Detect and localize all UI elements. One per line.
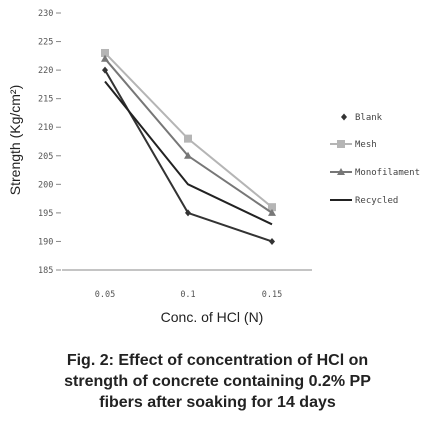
- data-point-triangle: [337, 168, 345, 175]
- y-tick-label: 225: [38, 38, 53, 48]
- legend-item: Monofilament: [330, 168, 420, 178]
- x-tick-label: 0.1: [180, 290, 195, 300]
- y-tick-label: 215: [38, 95, 53, 105]
- data-point-triangle: [268, 208, 276, 216]
- y-tick-label: 220: [38, 66, 53, 76]
- legend-label: Blank: [355, 113, 383, 123]
- legend-label: Mesh: [355, 140, 377, 150]
- data-point-diamond: [341, 113, 347, 121]
- series-mesh: [101, 48, 276, 212]
- caption-line-3: fibers after soaking for 14 days: [99, 394, 336, 411]
- caption-line-1: Fig. 2: Effect of concentration of HCl o…: [66, 352, 369, 369]
- caption-line-2: strength of concrete containing 0.2% PP: [64, 373, 371, 390]
- legend-item: Recycled: [330, 196, 398, 206]
- y-tick-label: 185: [38, 266, 53, 276]
- data-point-triangle: [184, 151, 192, 159]
- legend-item: Blank: [341, 113, 383, 123]
- data-point-square: [268, 203, 276, 212]
- data-point-diamond: [102, 66, 108, 74]
- y-axis-label: Strength (Kg/cm²): [7, 85, 23, 195]
- x-tick-label: 0.05: [95, 290, 115, 300]
- data-point-triangle: [101, 54, 109, 62]
- data-point-diamond: [269, 237, 275, 245]
- x-tick-label: 0.15: [262, 290, 282, 300]
- data-point-square: [337, 140, 345, 148]
- data-point-diamond: [185, 209, 191, 217]
- data-point-square: [101, 48, 109, 57]
- figure-caption: Fig. 2: Effect of concentration of HCl o…: [0, 350, 435, 413]
- y-tick-label: 210: [38, 123, 53, 133]
- series-recycled: [104, 80, 273, 226]
- legend-label: Monofilament: [355, 168, 420, 178]
- data-point-square: [184, 134, 192, 143]
- series-layer: [101, 48, 276, 245]
- x-axis-label: Conc. of HCl (N): [161, 309, 264, 325]
- legend-label: Recycled: [355, 196, 398, 206]
- y-tick-label: 190: [38, 237, 53, 247]
- y-tick-label: 195: [38, 209, 53, 219]
- y-axis-ticks: 185 190 195 200 205 210 215 220 225 230: [38, 9, 61, 276]
- series-monofilament: [101, 54, 276, 216]
- y-tick-label: 230: [38, 9, 53, 19]
- legend: Blank Mesh Monofilament Recycled: [330, 113, 420, 206]
- series-blank: [102, 66, 275, 245]
- x-axis-ticks: 0.05 0.1 0.15: [95, 290, 282, 300]
- y-tick-label: 205: [38, 152, 53, 162]
- series-line: [104, 80, 273, 226]
- legend-item: Mesh: [330, 140, 377, 150]
- y-tick-label: 200: [38, 180, 53, 190]
